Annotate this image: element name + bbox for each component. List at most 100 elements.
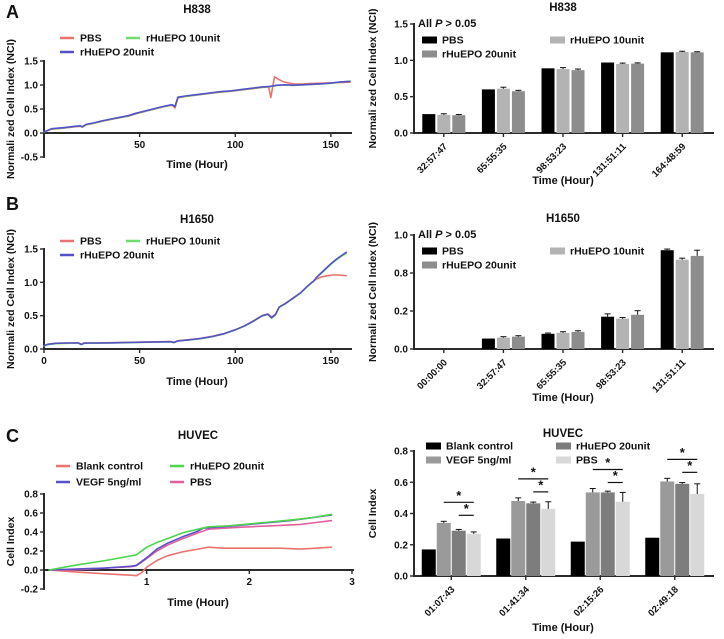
svg-text:0.4: 0.4 [24,528,38,539]
legend-swatch [550,247,565,255]
bar-rHuEPO 20unit [690,255,704,349]
svg-text:Cell Index: Cell Index [5,517,17,567]
svg-text:rHuEPO 10unit: rHuEPO 10unit [146,236,221,248]
bar-rHuEPO 10unit [556,69,570,133]
svg-text:0.8: 0.8 [394,269,408,280]
annotation: All P > 0.05 [418,229,476,241]
svg-text:131:51:11: 131:51:11 [650,357,689,396]
svg-text:0: 0 [41,356,47,367]
svg-text:1.5: 1.5 [24,57,38,68]
svg-text:PBS: PBS [442,35,464,47]
svg-text:*: * [613,468,619,483]
svg-text:Blank control: Blank control [76,461,143,473]
svg-text:H838: H838 [549,2,577,14]
svg-text:Time (Hour): Time (Hour) [166,376,228,388]
bar-PBS [541,333,555,349]
bar-rHuEPO 10unit [675,259,689,349]
svg-text:02:49:18: 02:49:18 [646,584,681,619]
svg-text:1.0: 1.0 [394,231,408,242]
svg-text:98:53:23: 98:53:23 [534,141,569,176]
svg-text:3: 3 [349,577,355,588]
bar-rHuEPO 20unit [511,91,525,133]
bar-PBS [601,62,615,133]
bar-PBS [660,250,674,349]
svg-text:Normali zed Cell Index (NCI): Normali zed Cell Index (NCI) [5,39,17,179]
svg-text:65:55:35: 65:55:35 [475,141,510,176]
legend-swatch [422,50,437,58]
bar-VEGF 5ng/ml [511,501,526,576]
svg-text:Normali zed Cell Index (NCI): Normali zed Cell Index (NCI) [367,222,379,362]
svg-text:Time (Hour): Time (Hour) [166,159,228,171]
svg-text:01:07:43: 01:07:43 [423,584,458,619]
bar-PBS [690,493,705,576]
svg-text:0.2: 0.2 [394,540,408,551]
svg-text:100: 100 [227,356,244,367]
bar-rHuEPO 10unit [496,337,510,349]
bar-Blank control [496,538,511,576]
svg-text:0.2: 0.2 [394,307,408,318]
svg-text:H1650: H1650 [180,214,214,226]
svg-text:rHuEPO 20unit: rHuEPO 20unit [576,441,651,453]
svg-text:0.6: 0.6 [394,478,408,489]
svg-text:*: * [605,455,611,470]
svg-text:PBS: PBS [442,246,464,258]
svg-text:0.4: 0.4 [394,509,408,520]
chart-h838-line: -0.5 0.0 0.5 1.0 1.5 H838 Time (Hour) Normali z… [5,4,352,179]
series-VEGF 5ng/ml [48,514,333,571]
svg-text:0.5: 0.5 [394,92,408,103]
series-rHuEPO 10unit [43,252,348,347]
bar-rHuEPO 20unit [690,52,704,134]
series-Blank control [48,546,333,577]
legend-swatch [426,456,441,464]
svg-text:50: 50 [134,356,146,367]
bar-PBS [422,114,436,133]
svg-text:0.8: 0.8 [24,490,38,501]
svg-text:Time (Hour): Time (Hour) [167,597,229,609]
svg-text:0.8: 0.8 [394,447,408,458]
svg-text:rHuEPO 20unit: rHuEPO 20unit [442,260,517,272]
legend: PBS rHuEPO 10unit rHuEPO 20unit [422,246,645,272]
svg-text:H1650: H1650 [546,213,580,225]
svg-text:HUVEC: HUVEC [178,430,218,442]
svg-text:rHuEPO 20unit: rHuEPO 20unit [190,461,265,473]
bar-PBS [541,68,555,133]
chart-h838-bar: 0.0 0.5 1.0 1.5 H838 Time (Hour) Normali zed C… [367,2,714,187]
legend-swatch [422,261,437,269]
bar-rHuEPO 20unit [451,530,466,576]
legend-swatch [422,36,437,44]
panel-letter-c: C [6,426,19,446]
svg-text:rHuEPO 10unit: rHuEPO 10unit [146,33,221,45]
bar-VEGF 5ng/ml [660,481,675,576]
svg-text:HUVEC: HUVEC [543,428,583,440]
svg-text:rHuEPO 10unit: rHuEPO 10unit [570,35,645,47]
bar-rHuEPO 20unit [511,336,525,349]
bar-rHuEPO 20unit [452,115,466,133]
svg-text:02:15:26: 02:15:26 [572,584,607,619]
svg-text:1.0: 1.0 [394,56,408,67]
legend-swatch [556,442,571,450]
annotation: All P > 0.05 [418,18,476,30]
bar-rHuEPO 20unit [600,492,615,576]
svg-text:1.5: 1.5 [394,20,408,31]
svg-text:150: 150 [323,356,340,367]
panel-letter-b: B [6,194,19,214]
bar-rHuEPO 10unit [616,63,630,133]
bar-rHuEPO 20unit [526,503,541,576]
series-PBS [43,274,348,347]
svg-text:Normali zed Cell Index (NCI): Normali zed Cell Index (NCI) [5,229,17,369]
svg-text:0.0: 0.0 [394,129,408,140]
bar-VEGF 5ng/ml [436,522,451,576]
svg-text:1: 1 [144,577,150,588]
svg-text:131:51:11: 131:51:11 [591,141,630,180]
bar-Blank control [645,537,660,576]
bar-rHuEPO 20unit [631,314,645,349]
svg-text:0.6: 0.6 [24,509,38,520]
bar-rHuEPO 10unit [616,318,630,349]
svg-text:Blank control: Blank control [446,441,513,453]
svg-text:PBS: PBS [80,236,102,248]
series-rHuEPO 20unit [48,513,333,571]
chart-h1650-bar: 0.0 0.2 0.8 1.0 H1650 Time (Hour) Normali zed … [367,213,714,404]
svg-text:150: 150 [323,140,340,151]
svg-text:1.5: 1.5 [24,245,38,256]
